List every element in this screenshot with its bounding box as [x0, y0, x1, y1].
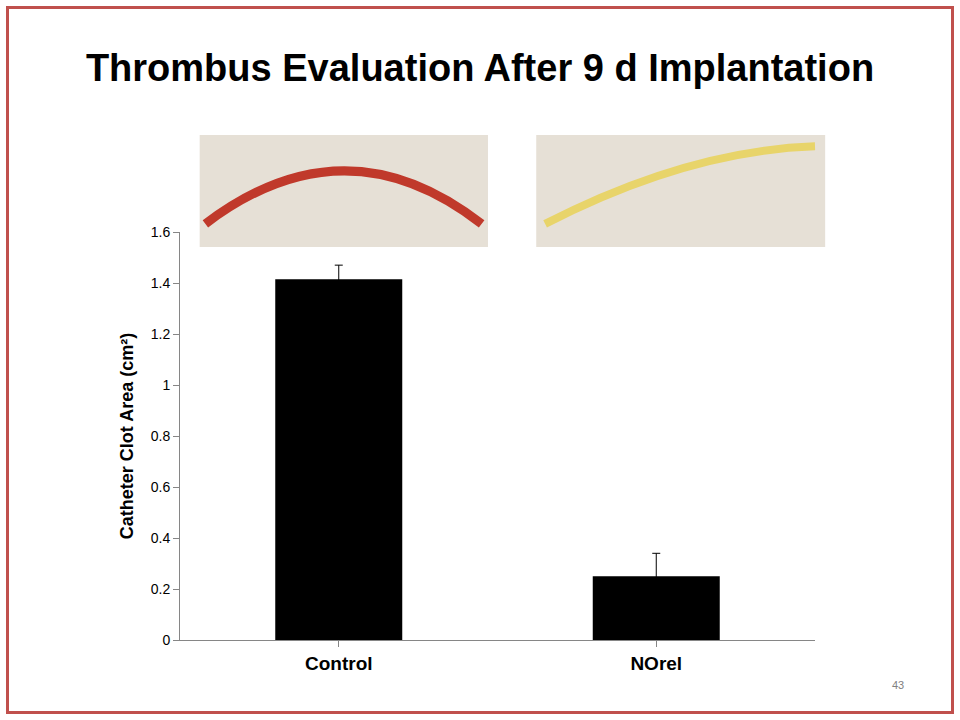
svg-text:43: 43 [892, 679, 904, 691]
svg-text:0.8: 0.8 [151, 428, 171, 444]
svg-text:0.2: 0.2 [151, 581, 171, 597]
svg-text:0.4: 0.4 [151, 530, 171, 546]
svg-text:1: 1 [162, 377, 170, 393]
svg-text:0.6: 0.6 [151, 479, 171, 495]
svg-text:NOrel: NOrel [630, 653, 682, 674]
svg-text:0: 0 [162, 632, 170, 648]
svg-text:Control: Control [305, 653, 373, 674]
svg-text:Thrombus Evaluation After 9 d: Thrombus Evaluation After 9 d Implantati… [86, 47, 874, 89]
svg-text:Catheter Clot Area (cm²): Catheter Clot Area (cm²) [117, 333, 137, 539]
svg-text:1.4: 1.4 [151, 275, 171, 291]
svg-text:1.6: 1.6 [151, 224, 171, 240]
svg-text:1.2: 1.2 [151, 326, 171, 342]
